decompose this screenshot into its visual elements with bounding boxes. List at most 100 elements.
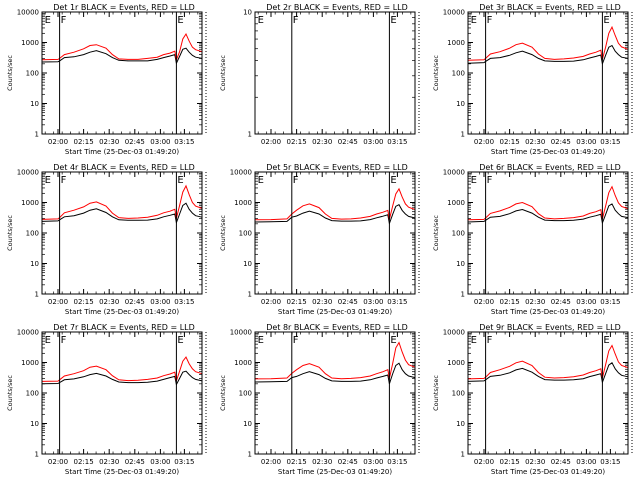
x-axis-label: Start Time (25-Dec-03 01:49:20): [65, 308, 179, 316]
y-tick-label: 1: [248, 131, 252, 139]
x-tick-label: 02:30: [312, 138, 332, 146]
x-tick-label: 02:00: [474, 138, 494, 146]
y-axis-label: Counts/sec: [6, 215, 14, 251]
x-tick-label: 02:30: [99, 458, 119, 466]
plot-frame: [467, 171, 629, 295]
y-tick-label: 10000: [443, 9, 465, 17]
y-tick-label: 10000: [230, 329, 252, 337]
y-tick-label: 10: [243, 9, 252, 17]
x-tick-label: 03:00: [363, 458, 383, 466]
y-tick-label: 10: [243, 260, 252, 268]
plot-frame: [254, 11, 416, 135]
y-tick-label: 1: [461, 451, 465, 459]
y-tick-label: 1: [35, 451, 39, 459]
flag-label: E: [177, 175, 183, 186]
flag-label: E: [603, 175, 609, 186]
x-axis-label: Start Time (25-Dec-03 01:49:20): [278, 468, 392, 476]
series-line-lld: [467, 185, 629, 221]
y-tick-label: 10000: [443, 169, 465, 177]
y-tick-label: 10: [456, 420, 465, 428]
x-axis-label: Start Time (25-Dec-03 01:49:20): [491, 148, 605, 156]
series-line-events: [467, 362, 629, 385]
x-tick-label: 03:00: [576, 458, 596, 466]
series-line-lld: [41, 32, 203, 62]
x-tick-label: 02:00: [48, 298, 68, 306]
y-tick-label: 10: [243, 420, 252, 428]
x-tick-label: 03:00: [150, 298, 170, 306]
x-tick-label: 02:00: [474, 458, 494, 466]
x-tick-label: 02:15: [74, 138, 94, 146]
chart-panel-2: Det 2r BLACK = Events, RED = LLD Counts/s…: [219, 3, 420, 146]
y-axis-label: Counts/sec: [432, 55, 440, 91]
flag-label: E: [45, 175, 51, 186]
x-tick-label: 03:15: [174, 138, 194, 146]
x-tick-label: 03:00: [363, 298, 383, 306]
x-tick-label: 02:15: [500, 458, 520, 466]
x-tick-label: 02:15: [287, 138, 307, 146]
x-tick-label: 03:00: [363, 138, 383, 146]
y-tick-label: 100: [452, 390, 465, 398]
x-tick-label: 02:45: [338, 298, 358, 306]
y-tick-label: 1: [248, 291, 252, 299]
x-tick-label: 03:00: [576, 298, 596, 306]
series-line-lld: [467, 25, 629, 61]
flag-label: E: [471, 15, 477, 26]
flag-label: F: [487, 335, 493, 346]
chart-panel-5: Det 5r BLACK = Events, RED = LLD Counts/s…: [219, 163, 420, 316]
series-line-events: [41, 202, 203, 225]
y-axis-label: Counts/sec: [6, 55, 14, 91]
flag-label: E: [390, 15, 396, 26]
y-axis-label: Counts/sec: [219, 375, 227, 411]
y-tick-label: 1000: [234, 199, 252, 207]
x-tick-label: 02:30: [312, 458, 332, 466]
flag-label: E: [471, 175, 477, 186]
plot-frame: [254, 171, 416, 295]
y-tick-label: 100: [26, 390, 39, 398]
y-tick-label: 1: [35, 131, 39, 139]
y-tick-label: 1000: [21, 199, 39, 207]
x-tick-label: 02:00: [261, 138, 281, 146]
x-tick-label: 02:30: [99, 138, 119, 146]
x-axis-label: Start Time (25-Dec-03 01:49:20): [65, 468, 179, 476]
flag-label: E: [177, 15, 183, 26]
y-axis-label: Counts/sec: [432, 215, 440, 251]
chart-title: Det 9r BLACK = Events, RED = LLD: [479, 323, 621, 332]
flag-label: F: [487, 15, 493, 26]
x-tick-label: 03:15: [600, 458, 620, 466]
y-tick-label: 1: [461, 131, 465, 139]
x-tick-label: 02:15: [74, 458, 94, 466]
x-tick-label: 02:45: [551, 298, 571, 306]
series-line-lld: [41, 184, 203, 220]
x-tick-label: 02:45: [125, 138, 145, 146]
y-tick-label: 1: [248, 451, 252, 459]
x-tick-label: 02:00: [261, 458, 281, 466]
x-tick-label: 02:15: [500, 298, 520, 306]
x-tick-label: 03:15: [600, 138, 620, 146]
y-tick-label: 10000: [230, 169, 252, 177]
x-tick-label: 02:30: [525, 138, 545, 146]
flag-label: E: [603, 15, 609, 26]
y-axis-label: Counts/sec: [432, 375, 440, 411]
y-tick-label: 10000: [17, 9, 39, 17]
x-tick-label: 03:15: [174, 298, 194, 306]
series-line-events: [41, 370, 203, 386]
flag-label: E: [258, 175, 264, 186]
x-tick-label: 02:00: [48, 458, 68, 466]
chart-title: Det 4r BLACK = Events, RED = LLD: [53, 163, 195, 172]
plot-frame: [467, 11, 629, 135]
y-tick-label: 1000: [21, 359, 39, 367]
flag-label: F: [293, 15, 299, 26]
chart-panel-3: Det 3r BLACK = Events, RED = LLD Counts/s…: [432, 3, 633, 156]
series-line-lld: [41, 356, 203, 382]
x-tick-label: 02:45: [338, 138, 358, 146]
y-tick-label: 1000: [447, 199, 465, 207]
x-tick-label: 02:45: [338, 458, 358, 466]
flag-label: E: [390, 175, 396, 186]
y-tick-label: 1000: [447, 39, 465, 47]
y-tick-label: 100: [239, 230, 252, 238]
x-tick-label: 02:15: [287, 298, 307, 306]
chart-title: Det 5r BLACK = Events, RED = LLD: [266, 163, 408, 172]
x-axis-label: Start Time (25-Dec-03 01:49:20): [278, 308, 392, 316]
x-axis-label: Start Time (25-Dec-03 01:49:20): [491, 468, 605, 476]
